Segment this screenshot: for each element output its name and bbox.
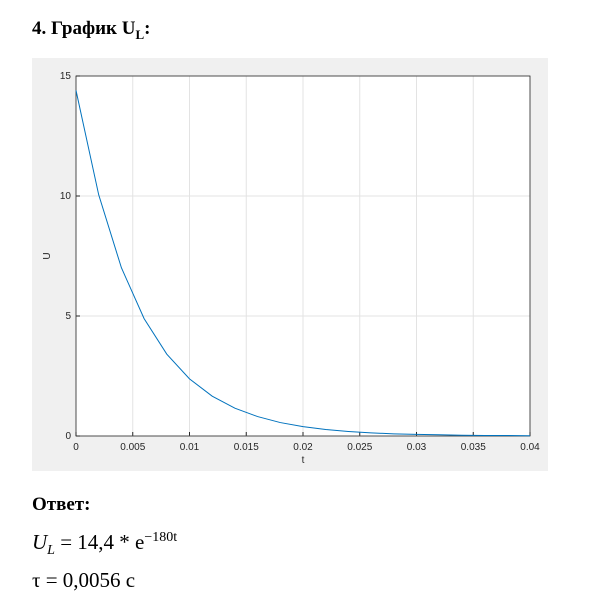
x-tick-label: 0.015: [234, 442, 259, 453]
formula-rhs: = 14,4 * e: [60, 530, 145, 554]
x-tick-label: 0.035: [461, 442, 486, 453]
heading-suffix: :: [144, 18, 151, 39]
formula-exp: −180t: [144, 530, 178, 545]
x-tick-label: 0.01: [180, 442, 200, 453]
x-tick-label: 0.02: [293, 442, 313, 453]
heading-text: 4. График U: [32, 18, 136, 39]
y-label: U: [42, 252, 53, 259]
y-tick-label: 15: [60, 71, 72, 82]
heading-sub: L: [135, 26, 145, 42]
formula-var: U: [32, 530, 48, 554]
formula-sub: L: [47, 543, 55, 559]
x-label: t: [302, 455, 305, 466]
x-tick-label: 0.005: [120, 442, 145, 453]
chart: t U 0 0.005 0.01 0.015 0.02 0.025 0.03 0.035 0.0…: [32, 58, 548, 471]
x-tick-label: 0.03: [407, 442, 427, 453]
answer-title: Ответ:: [32, 494, 91, 515]
y-tick-label: 0: [65, 431, 71, 442]
x-tick-label: 0.04: [520, 442, 540, 453]
tau: τ = 0,0056 с: [32, 568, 136, 592]
y-tick-label: 5: [65, 311, 71, 322]
x-tick-label: 0: [73, 442, 79, 453]
y-tick-label: 10: [60, 191, 72, 202]
formula: UL = 14,4 * e−180t: [32, 530, 177, 559]
x-tick-label: 0.025: [347, 442, 372, 453]
heading: 4. График UL:: [32, 18, 150, 43]
plot-frame: [75, 75, 531, 437]
line: [75, 90, 531, 437]
